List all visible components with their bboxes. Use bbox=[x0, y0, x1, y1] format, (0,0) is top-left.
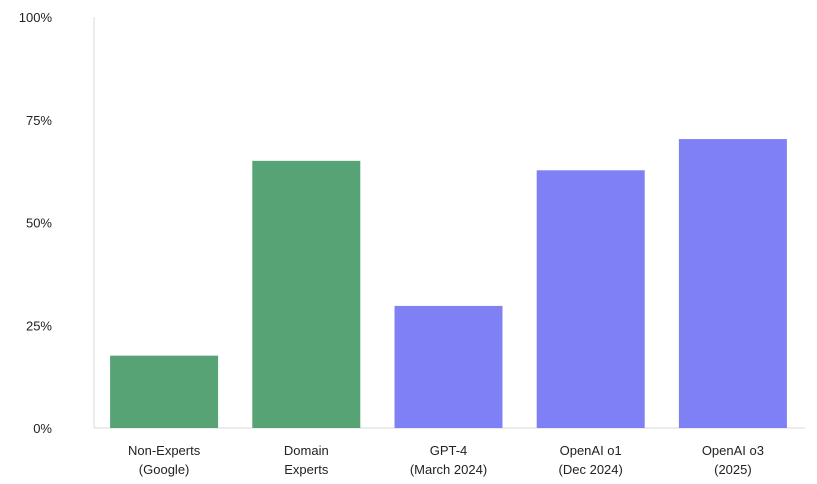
y-tick-label: 0% bbox=[33, 421, 52, 436]
bar bbox=[252, 160, 361, 428]
y-axis: 0% 25% 50% 75% 100% bbox=[19, 10, 53, 436]
x-tick-label: Experts bbox=[284, 462, 329, 477]
bar bbox=[536, 170, 645, 429]
x-tick-label: (Dec 2024) bbox=[559, 462, 623, 477]
x-tick-label: OpenAI o1 bbox=[560, 443, 622, 458]
bar bbox=[394, 305, 503, 428]
bar bbox=[678, 139, 787, 428]
x-tick-label: GPT-4 bbox=[430, 443, 468, 458]
y-tick-label: 75% bbox=[26, 113, 52, 128]
y-tick-label: 50% bbox=[26, 216, 52, 231]
x-tick-label: Domain bbox=[284, 443, 329, 458]
x-tick-label: (2025) bbox=[714, 462, 752, 477]
x-tick-label: Non-Experts bbox=[128, 443, 201, 458]
bars bbox=[110, 139, 787, 429]
x-tick-label: (March 2024) bbox=[410, 462, 487, 477]
y-tick-label: 25% bbox=[26, 318, 52, 333]
x-tick-label: (Google) bbox=[139, 462, 190, 477]
x-tick-label: OpenAI o3 bbox=[702, 443, 764, 458]
bar bbox=[110, 355, 219, 428]
y-tick-label: 100% bbox=[19, 10, 53, 25]
x-axis: Non-Experts (Google) Domain Experts GPT-4 (Ma… bbox=[128, 443, 764, 477]
